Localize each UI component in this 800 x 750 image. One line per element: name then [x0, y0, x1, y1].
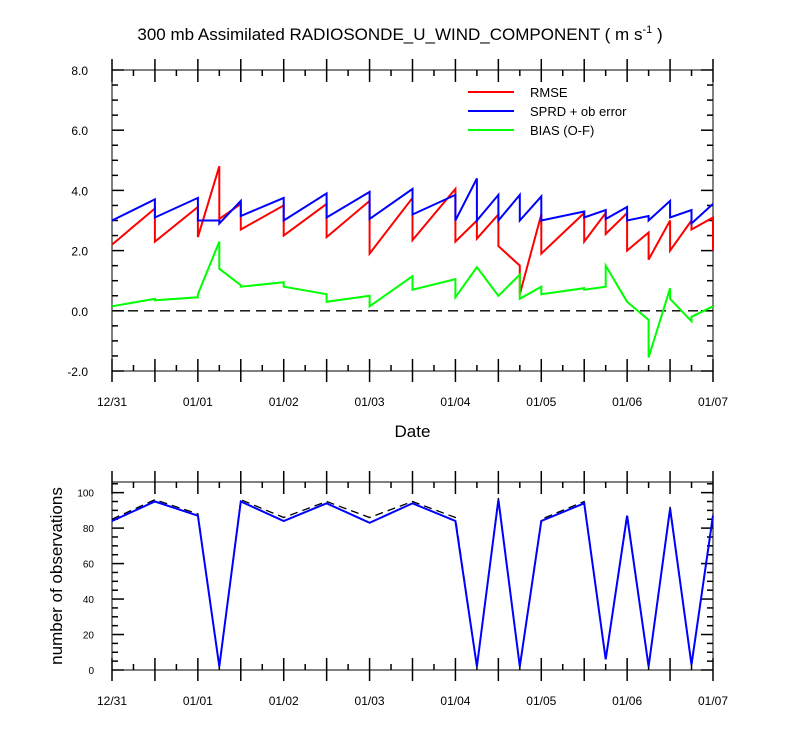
top-y-tick-label: 2.0 — [71, 245, 88, 259]
bottom-x-tick-label: 01/02 — [269, 694, 299, 708]
y-axis-title: number of observations — [47, 487, 66, 665]
bottom-x-tick-label: 01/03 — [355, 694, 385, 708]
top-x-tick-label: 01/04 — [440, 395, 470, 409]
top-y-tick-label: 0.0 — [71, 305, 88, 319]
chart-title-end: ) — [652, 25, 662, 44]
top-x-tick-label: 01/03 — [355, 395, 385, 409]
bottom-x-tick-label: 01/05 — [526, 694, 556, 708]
bottom-x-tick-label: 01/04 — [440, 694, 470, 708]
chart-title-main: 300 mb Assimilated RADIOSONDE_U_WIND_COM… — [137, 25, 642, 44]
top-x-tick-label: 01/02 — [269, 395, 299, 409]
bottom-y-tick-label: 60 — [83, 560, 95, 571]
top-chart: 300 mb Assimilated RADIOSONDE_U_WIND_COM… — [67, 24, 728, 441]
series-line-sprd-ob-error — [111, 177, 714, 227]
observations-line-dashed — [111, 497, 714, 667]
top-x-tick-label: 01/07 — [698, 395, 728, 409]
top-x-tick-label: 01/06 — [612, 395, 642, 409]
series-line-bias-o-f- — [111, 241, 714, 358]
bottom-y-tick-label: 0 — [88, 666, 94, 677]
top-x-tick-label: 01/01 — [183, 395, 213, 409]
chart-title-superscript: -1 — [642, 24, 652, 36]
chart-title: 300 mb Assimilated RADIOSONDE_U_WIND_COM… — [137, 24, 662, 44]
top-x-tick-label: 01/05 — [526, 395, 556, 409]
bottom-y-tick-label: 80 — [83, 524, 95, 535]
top-x-tick-label: 12/31 — [97, 395, 127, 409]
bottom-plot-frame — [111, 481, 714, 671]
legend-label: BIAS (O-F) — [530, 123, 594, 138]
x-axis-title: Date — [395, 422, 431, 441]
bottom-x-tick-label: 12/31 — [97, 694, 127, 708]
bottom-y-tick-label: 40 — [83, 595, 95, 606]
legend-label: RMSE — [530, 85, 568, 100]
top-y-tick-label: 8.0 — [71, 64, 88, 78]
observations-line — [111, 499, 714, 667]
top-y-tick-label: 6.0 — [71, 124, 88, 138]
bottom-y-tick-label: 20 — [83, 631, 95, 642]
top-y-tick-label: 4.0 — [71, 184, 88, 198]
bottom-x-tick-label: 01/01 — [183, 694, 213, 708]
legend-label: SPRD + ob error — [530, 104, 627, 119]
bottom-x-tick-label: 01/07 — [698, 694, 728, 708]
bottom-chart: 12/31 01/01 01/02 01/03 01/04 01/05 01/06 01/07… — [47, 471, 728, 708]
bottom-y-tick-label: 100 — [77, 489, 94, 500]
top-y-tick-label: -2.0 — [67, 365, 88, 379]
bottom-x-tick-label: 01/06 — [612, 694, 642, 708]
